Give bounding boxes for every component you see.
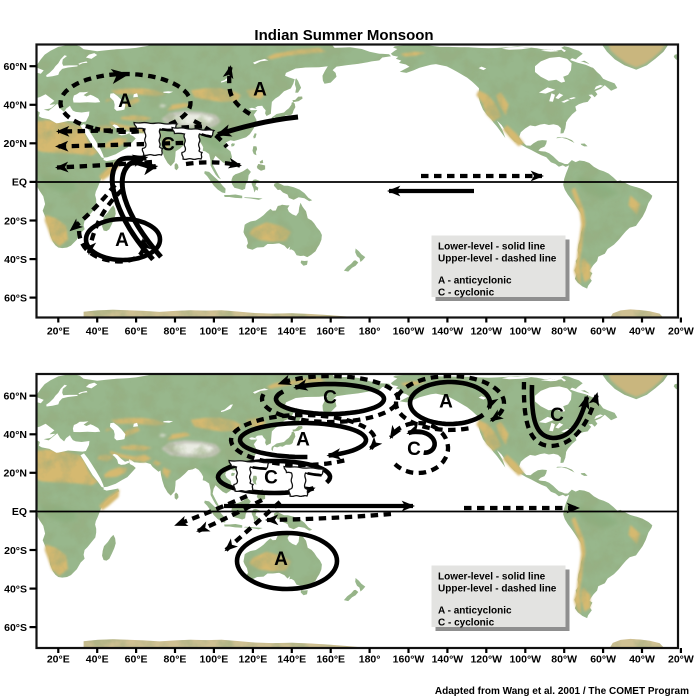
svg-text:EQ: EQ [12, 177, 27, 189]
svg-text:40°E: 40°E [86, 326, 109, 338]
svg-text:180°: 180° [359, 326, 381, 338]
svg-text:Upper-level - dashed line: Upper-level - dashed line [438, 254, 557, 265]
svg-text:80°E: 80°E [164, 654, 187, 666]
svg-text:C: C [550, 405, 564, 426]
svg-text:100°W: 100°W [509, 654, 541, 666]
svg-text:40°E: 40°E [86, 654, 109, 666]
svg-text:C: C [264, 468, 278, 489]
svg-text:60°S: 60°S [4, 622, 27, 634]
svg-text:Lower-level - solid line: Lower-level - solid line [438, 572, 546, 583]
svg-text:160°E: 160°E [316, 326, 345, 338]
svg-text:80°W: 80°W [551, 326, 577, 338]
svg-text:120°W: 120°W [470, 326, 502, 338]
svg-text:C - cyclonic: C - cyclonic [438, 288, 495, 299]
svg-text:120°W: 120°W [470, 654, 502, 666]
svg-text:C: C [323, 388, 337, 409]
svg-text:A: A [296, 430, 310, 451]
svg-text:120°E: 120°E [239, 326, 268, 338]
svg-text:Adapted from Wang et al. 2001: Adapted from Wang et al. 2001 / The COME… [435, 686, 689, 697]
svg-text:60°E: 60°E [125, 654, 148, 666]
svg-text:C: C [161, 135, 175, 156]
svg-text:A: A [439, 392, 453, 413]
svg-text:20°W: 20°W [668, 326, 694, 338]
svg-text:160°W: 160°W [393, 326, 425, 338]
svg-text:20°E: 20°E [47, 654, 70, 666]
svg-text:80°W: 80°W [551, 654, 577, 666]
svg-text:80°E: 80°E [164, 326, 187, 338]
svg-text:20°E: 20°E [47, 326, 70, 338]
svg-text:60°N: 60°N [4, 391, 27, 403]
svg-text:20°N: 20°N [4, 468, 27, 480]
svg-text:40°W: 40°W [629, 654, 655, 666]
svg-text:60°N: 60°N [4, 61, 27, 73]
svg-text:Lower-level - solid line: Lower-level - solid line [438, 242, 546, 253]
svg-text:EQ: EQ [12, 506, 27, 518]
svg-text:160°W: 160°W [393, 654, 425, 666]
svg-text:60°S: 60°S [4, 292, 27, 304]
svg-text:A: A [253, 80, 267, 101]
svg-text:40°N: 40°N [4, 429, 27, 441]
svg-text:60°W: 60°W [590, 654, 616, 666]
svg-text:A: A [118, 91, 132, 112]
svg-text:40°S: 40°S [4, 254, 27, 266]
svg-text:100°E: 100°E [200, 326, 229, 338]
svg-text:100°W: 100°W [509, 326, 541, 338]
svg-text:Upper-level - dashed line: Upper-level - dashed line [438, 584, 557, 595]
svg-text:40°S: 40°S [4, 583, 27, 595]
svg-text:120°E: 120°E [239, 654, 268, 666]
svg-text:140°W: 140°W [432, 326, 464, 338]
svg-text:140°W: 140°W [432, 654, 464, 666]
svg-text:Indian Summer Monsoon: Indian Summer Monsoon [254, 27, 433, 44]
svg-text:160°E: 160°E [316, 654, 345, 666]
svg-text:A - anticyclonic: A - anticyclonic [438, 276, 512, 287]
svg-text:40°N: 40°N [4, 100, 27, 112]
svg-text:C - cyclonic: C - cyclonic [438, 618, 495, 629]
svg-text:60°W: 60°W [590, 326, 616, 338]
svg-text:180°: 180° [359, 654, 381, 666]
svg-text:140°E: 140°E [277, 654, 306, 666]
svg-text:140°E: 140°E [277, 326, 306, 338]
svg-text:A - anticyclonic: A - anticyclonic [438, 606, 512, 617]
svg-text:20°W: 20°W [668, 654, 694, 666]
svg-text:C: C [407, 439, 421, 460]
svg-text:A: A [274, 549, 288, 570]
svg-text:A: A [115, 230, 129, 251]
svg-text:20°N: 20°N [4, 138, 27, 150]
svg-text:60°E: 60°E [125, 326, 148, 338]
svg-text:100°E: 100°E [200, 654, 229, 666]
svg-text:40°W: 40°W [629, 326, 655, 338]
svg-text:20°S: 20°S [4, 215, 27, 227]
svg-text:20°S: 20°S [4, 545, 27, 557]
